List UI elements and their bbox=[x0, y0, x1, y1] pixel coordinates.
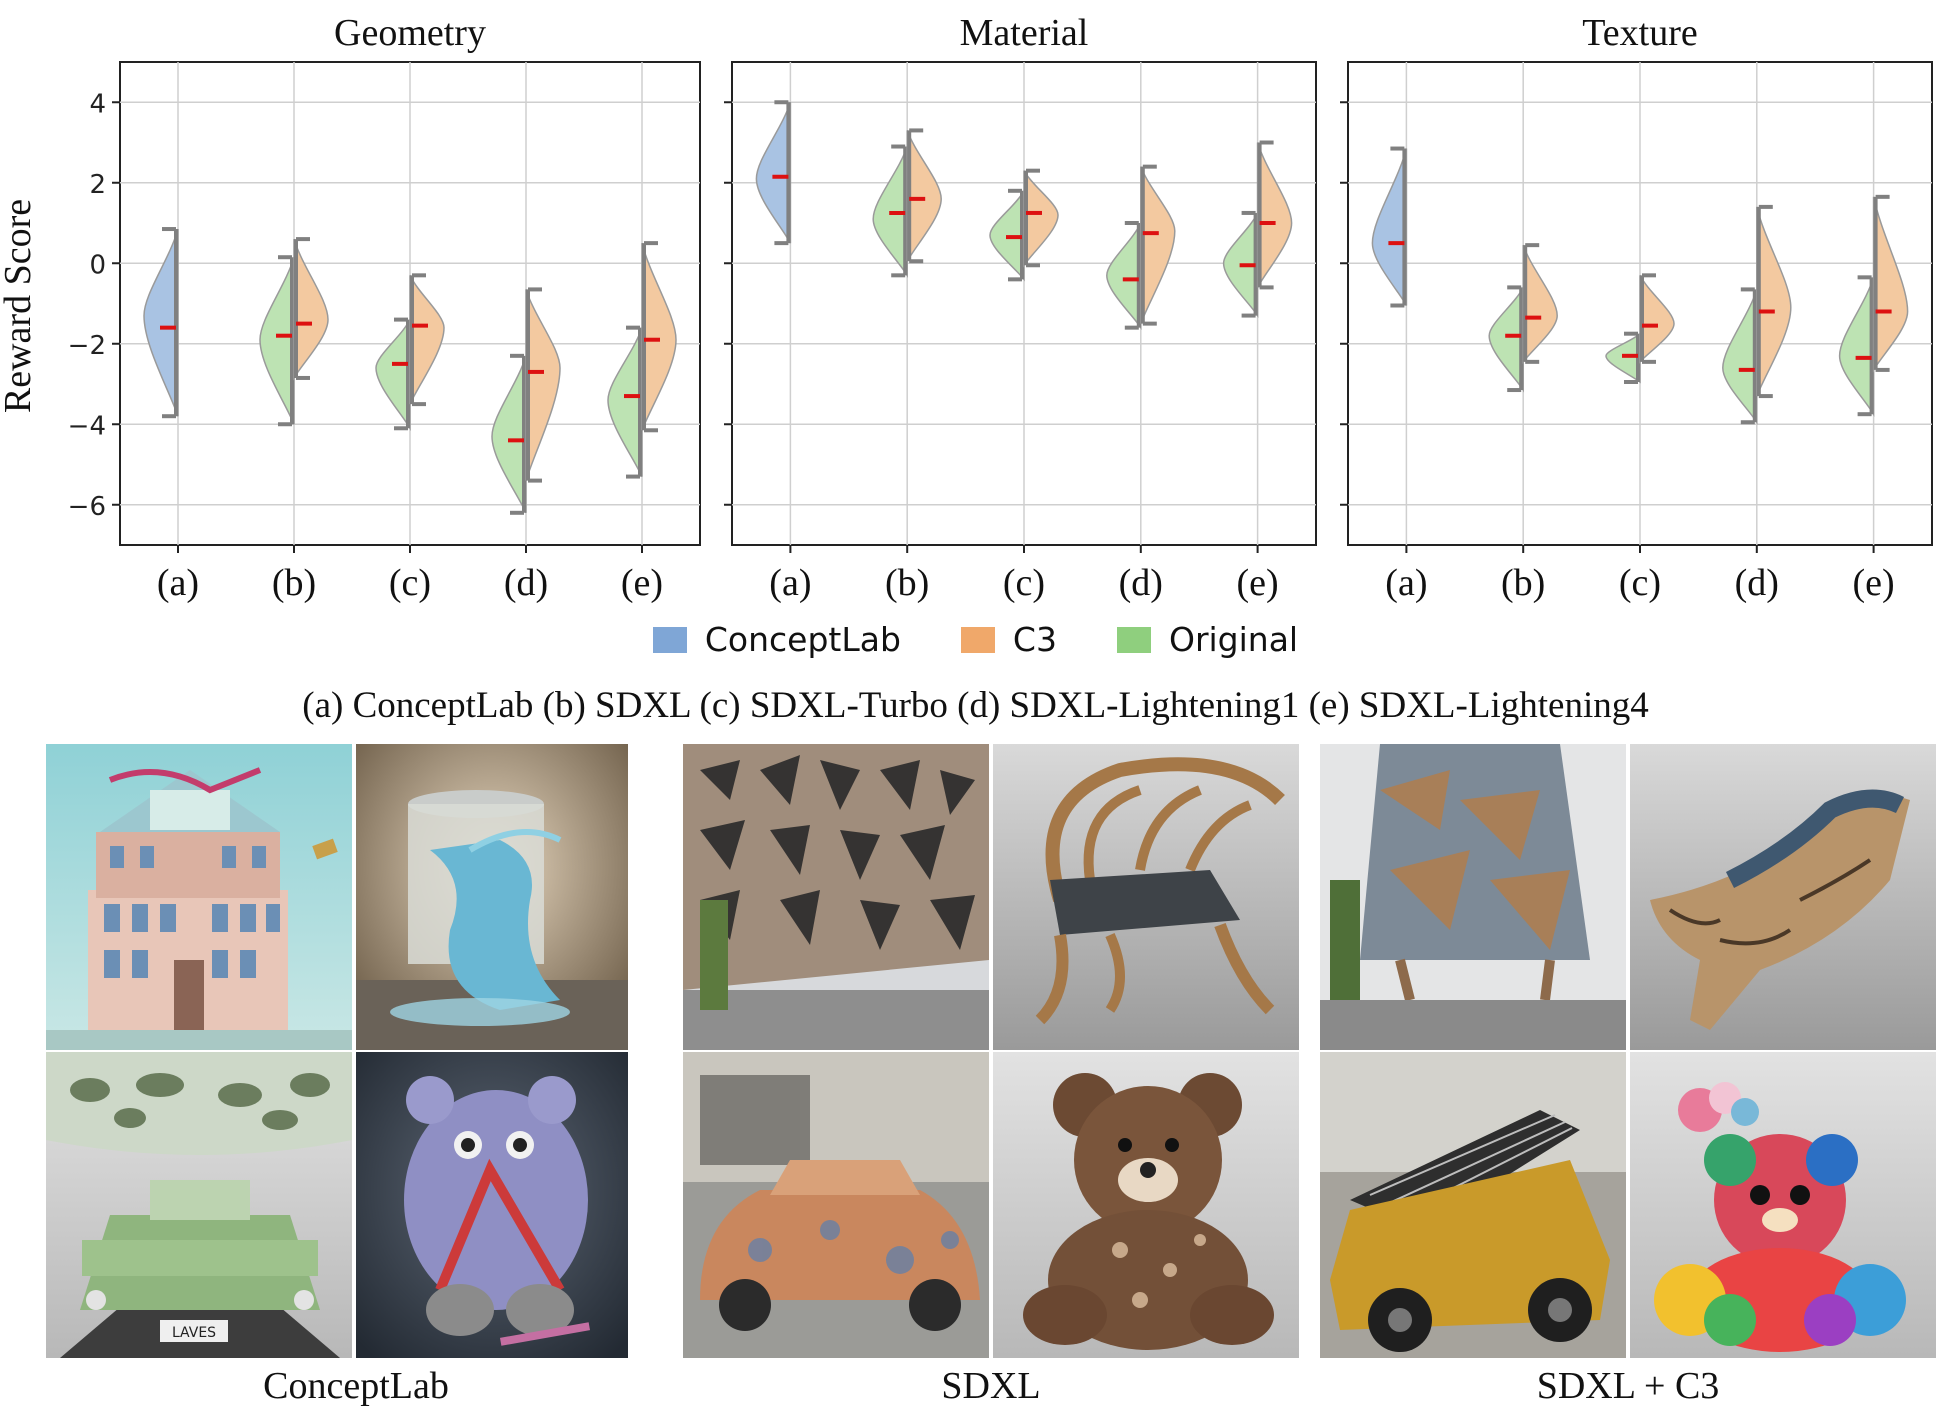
legend-swatch-original bbox=[1116, 626, 1151, 653]
x-tick-label: (d) bbox=[1735, 562, 1779, 604]
violin-c3 bbox=[1256, 142, 1293, 288]
violin-c3 bbox=[293, 238, 329, 381]
y-tick-label: −4 bbox=[68, 411, 106, 441]
sdxl-teddy-image bbox=[993, 1052, 1299, 1358]
violin-original bbox=[259, 256, 295, 425]
panel-title: Geometry bbox=[334, 12, 486, 54]
x-tick-label: (c) bbox=[389, 562, 431, 604]
y-tick-label: 0 bbox=[89, 250, 106, 280]
violin-c3 bbox=[1023, 170, 1059, 268]
panel-geometry: 4 2 0 −2 −4 −6 (a) (b) (c) (d) (e) Geometry bbox=[68, 12, 701, 604]
y-axis-label: Reward Score bbox=[0, 199, 39, 413]
legend-swatch-conceptlab bbox=[652, 626, 687, 653]
photo-group-label-sdxl: SDXL bbox=[941, 1365, 1040, 1407]
violin-original bbox=[375, 319, 411, 432]
violin-original bbox=[872, 146, 908, 279]
x-tick-label: (a) bbox=[157, 562, 199, 604]
y-tick-label: 2 bbox=[89, 170, 106, 200]
x-tick-label: (e) bbox=[621, 562, 663, 604]
panel-title: Texture bbox=[1582, 12, 1698, 54]
chart-legend: ConceptLab C3 Original bbox=[0, 620, 1951, 659]
violin-c3 bbox=[525, 289, 561, 481]
x-tick-label: (c) bbox=[1003, 562, 1045, 604]
violin-c3 bbox=[409, 275, 445, 405]
sdxl-car-image bbox=[683, 1052, 989, 1358]
x-tick-label: (a) bbox=[769, 562, 811, 604]
legend-label-conceptlab: ConceptLab bbox=[704, 620, 901, 659]
legend-swatch-c3 bbox=[960, 626, 995, 653]
x-tick-label: (d) bbox=[504, 562, 548, 604]
violin-original bbox=[1838, 277, 1875, 417]
sdxl-c3-car-image bbox=[1320, 1052, 1626, 1358]
y-tick-label: −2 bbox=[68, 331, 106, 361]
x-tick-label: (e) bbox=[1853, 562, 1895, 604]
violin-original bbox=[989, 190, 1025, 282]
sdxl-chair-image bbox=[993, 744, 1299, 1050]
violin-conceptlab bbox=[755, 102, 792, 244]
x-tick-label: (a) bbox=[1385, 562, 1427, 604]
x-tick-label: (b) bbox=[1501, 562, 1545, 604]
panel-texture: (a) (b) (c) (d) (e) Texture bbox=[1340, 12, 1933, 604]
image-collage: LAVES bbox=[46, 744, 1936, 1358]
violin-c3 bbox=[906, 130, 942, 262]
x-tick-label: (b) bbox=[272, 562, 316, 604]
x-tick-label: (e) bbox=[1237, 562, 1279, 604]
violin-c3 bbox=[1639, 274, 1675, 364]
conceptlab-teddy-image bbox=[356, 1052, 628, 1358]
violin-conceptlab bbox=[143, 228, 179, 417]
sdxl-building-image bbox=[683, 744, 989, 1050]
violin-conceptlab bbox=[1371, 148, 1408, 306]
y-tick-label: −6 bbox=[68, 492, 106, 522]
sdxl-c3-teddy-image bbox=[1630, 1052, 1936, 1358]
legend-label-original: Original bbox=[1168, 620, 1299, 659]
legend-item-conceptlab: ConceptLab bbox=[652, 620, 901, 659]
photo-group-label-conceptlab: ConceptLab bbox=[263, 1365, 449, 1407]
sdxl-c3-chair-image bbox=[1630, 744, 1936, 1050]
sdxl-c3-building-image bbox=[1320, 744, 1626, 1050]
violin-original bbox=[607, 327, 643, 477]
violin-original bbox=[1106, 222, 1142, 331]
violin-c3 bbox=[1140, 166, 1176, 324]
y-tick-label: 4 bbox=[89, 89, 106, 119]
conceptlab-building-image bbox=[46, 744, 352, 1050]
violin-original bbox=[1605, 331, 1641, 384]
conceptlab-glass-image bbox=[356, 744, 628, 1050]
violin-original bbox=[1488, 287, 1524, 393]
panel-title: Material bbox=[960, 12, 1089, 54]
violin-c3 bbox=[1756, 206, 1792, 397]
violin-c3 bbox=[1522, 244, 1558, 365]
violin-c3 bbox=[1872, 196, 1909, 373]
violin-original bbox=[491, 355, 527, 514]
violin-c3 bbox=[641, 242, 677, 431]
legend-label-c3: C3 bbox=[1012, 620, 1057, 659]
x-tick-label: (d) bbox=[1119, 562, 1163, 604]
x-tick-label: (b) bbox=[885, 562, 929, 604]
photo-group-label-sdxl-c3: SDXL + C3 bbox=[1537, 1365, 1720, 1407]
conceptlab-car-image: LAVES bbox=[46, 1052, 352, 1358]
methods-caption: (a) ConceptLab (b) SDXL (c) SDXL-Turbo (… bbox=[302, 685, 1649, 726]
x-tick-label: (c) bbox=[1619, 562, 1661, 604]
violin-original bbox=[1722, 289, 1758, 425]
legend-item-original: Original bbox=[1116, 620, 1299, 659]
license-plate-text: LAVES bbox=[172, 1325, 216, 1341]
panel-material: (a) (b) (c) (d) (e) Material bbox=[724, 12, 1317, 604]
legend-item-c3: C3 bbox=[960, 620, 1057, 659]
